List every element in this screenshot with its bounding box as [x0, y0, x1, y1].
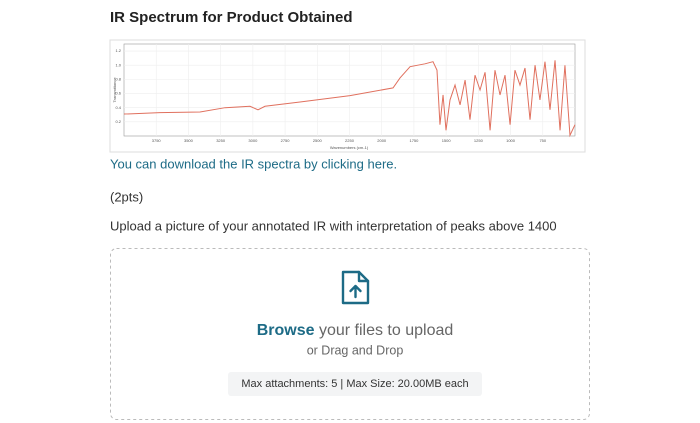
x-tick-label: 1500 — [442, 138, 452, 143]
up-arrow — [349, 284, 362, 299]
y-axis-label: Transmittance — [112, 77, 117, 103]
y-tick-label: 0.8 — [115, 76, 121, 81]
y-tick-label: 1.2 — [115, 48, 121, 53]
x-tick-label: 2000 — [377, 138, 387, 143]
x-tick-label: 1000 — [506, 138, 516, 143]
browse-link[interactable]: Browse — [257, 322, 315, 339]
upload-heading: Browse your files to upload — [257, 322, 454, 339]
file-fold — [357, 270, 370, 283]
upload-icon[interactable] — [341, 270, 370, 305]
x-tick-label: 750 — [539, 138, 546, 143]
instruction: Upload a picture of your annotated IR wi… — [110, 218, 557, 233]
limits-badge — [228, 372, 482, 396]
points: (2pts) — [110, 189, 143, 204]
x-tick-label: 3250 — [216, 138, 226, 143]
spectrum-line — [123, 60, 576, 138]
page-title: IR Spectrum for Product Obtained — [110, 9, 353, 26]
x-tick-label: 3500 — [184, 138, 194, 143]
x-tick-label: 2500 — [313, 138, 323, 143]
x-tick-label: 1750 — [409, 138, 419, 143]
y-tick-label: 0.4 — [115, 105, 121, 110]
y-tick-label: 0.6 — [115, 91, 121, 96]
chart: 0.2 0.4 0.6 0.8 1.0 1.2 3750 3500 3250 3000 2750 25… — [115, 44, 576, 143]
x-tick-label: 3750 — [152, 138, 162, 143]
upload-text: your files to upload — [315, 322, 454, 339]
drag-text: or Drag and Drop — [307, 343, 404, 357]
x-tick-label: 3000 — [248, 138, 258, 143]
x-tick-label: 1250 — [474, 138, 484, 143]
limits-text: Max attachments: 5 | Max Size: 20.00MB e… — [241, 378, 468, 390]
x-tick-label: 2250 — [345, 138, 355, 143]
x-axis-label: Wavenumbers (cm-1) — [330, 145, 369, 150]
download-link[interactable]: You can download the IR spectra by click… — [110, 156, 397, 171]
drop-zone[interactable] — [110, 248, 590, 420]
x-tick-label: 2750 — [281, 138, 291, 143]
y-tick-label: 0.2 — [115, 119, 121, 124]
file-outline — [341, 270, 370, 305]
y-tick-label: 1.0 — [115, 62, 121, 67]
